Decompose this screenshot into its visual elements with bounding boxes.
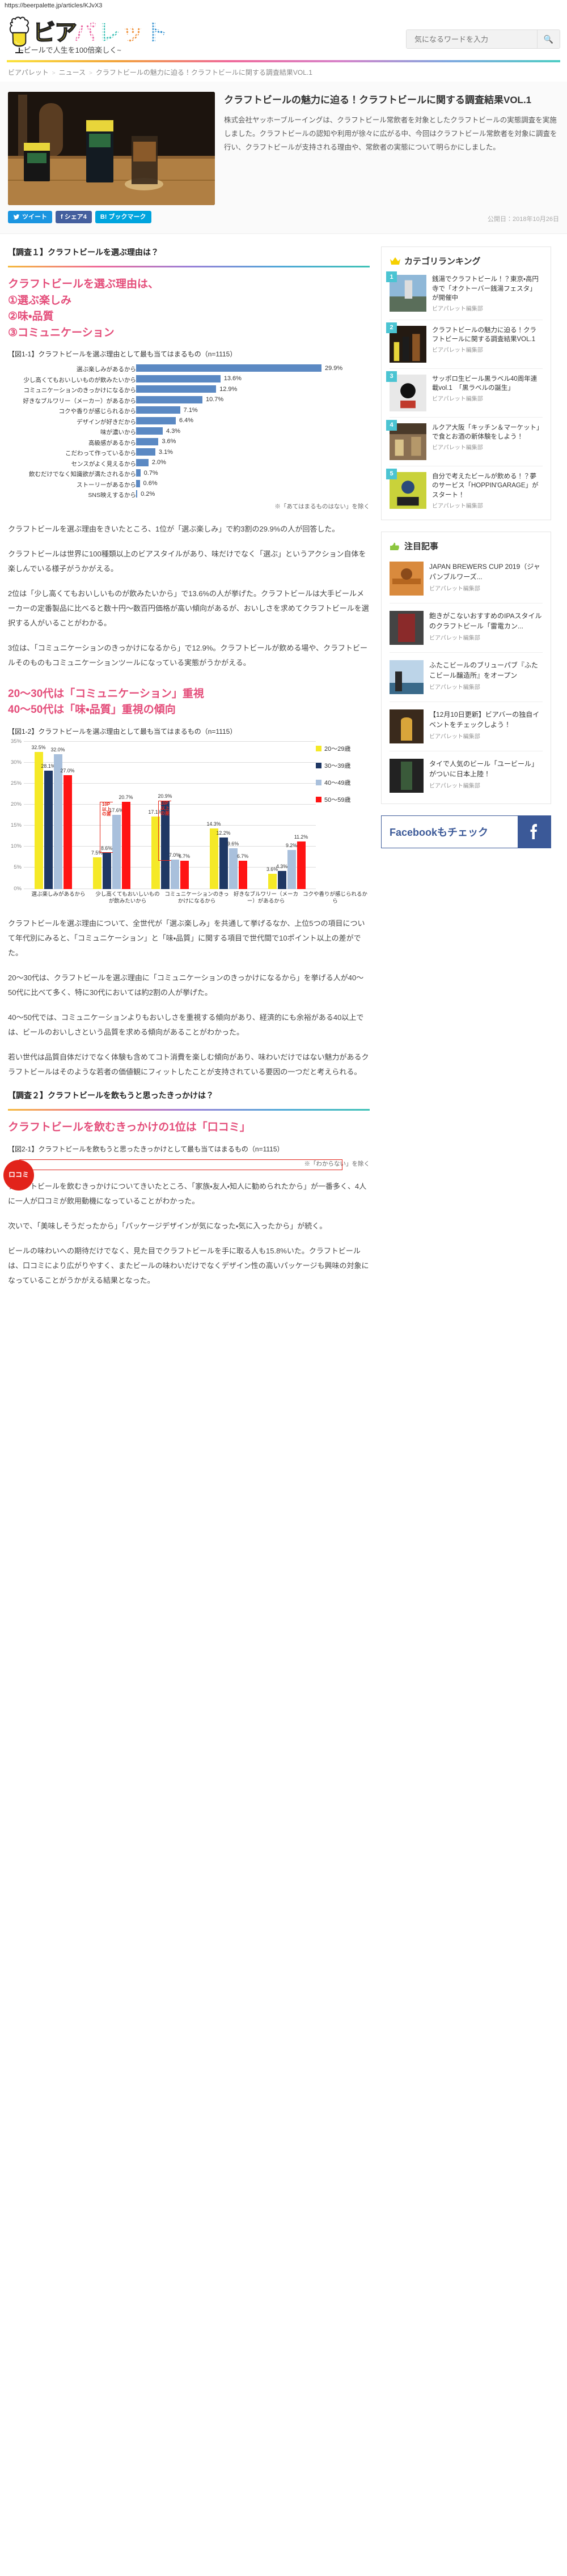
svg-text:ト: ト [145, 20, 168, 45]
svg-text:パ: パ [74, 20, 96, 45]
svg-text:ッ: ッ [121, 20, 144, 45]
svg-text:レ: レ [98, 20, 120, 45]
svg-text:~ビールで人生を100倍楽しく~: ~ビールで人生を100倍楽しく~ [19, 46, 121, 54]
svg-text:ビア: ビア [33, 20, 77, 45]
